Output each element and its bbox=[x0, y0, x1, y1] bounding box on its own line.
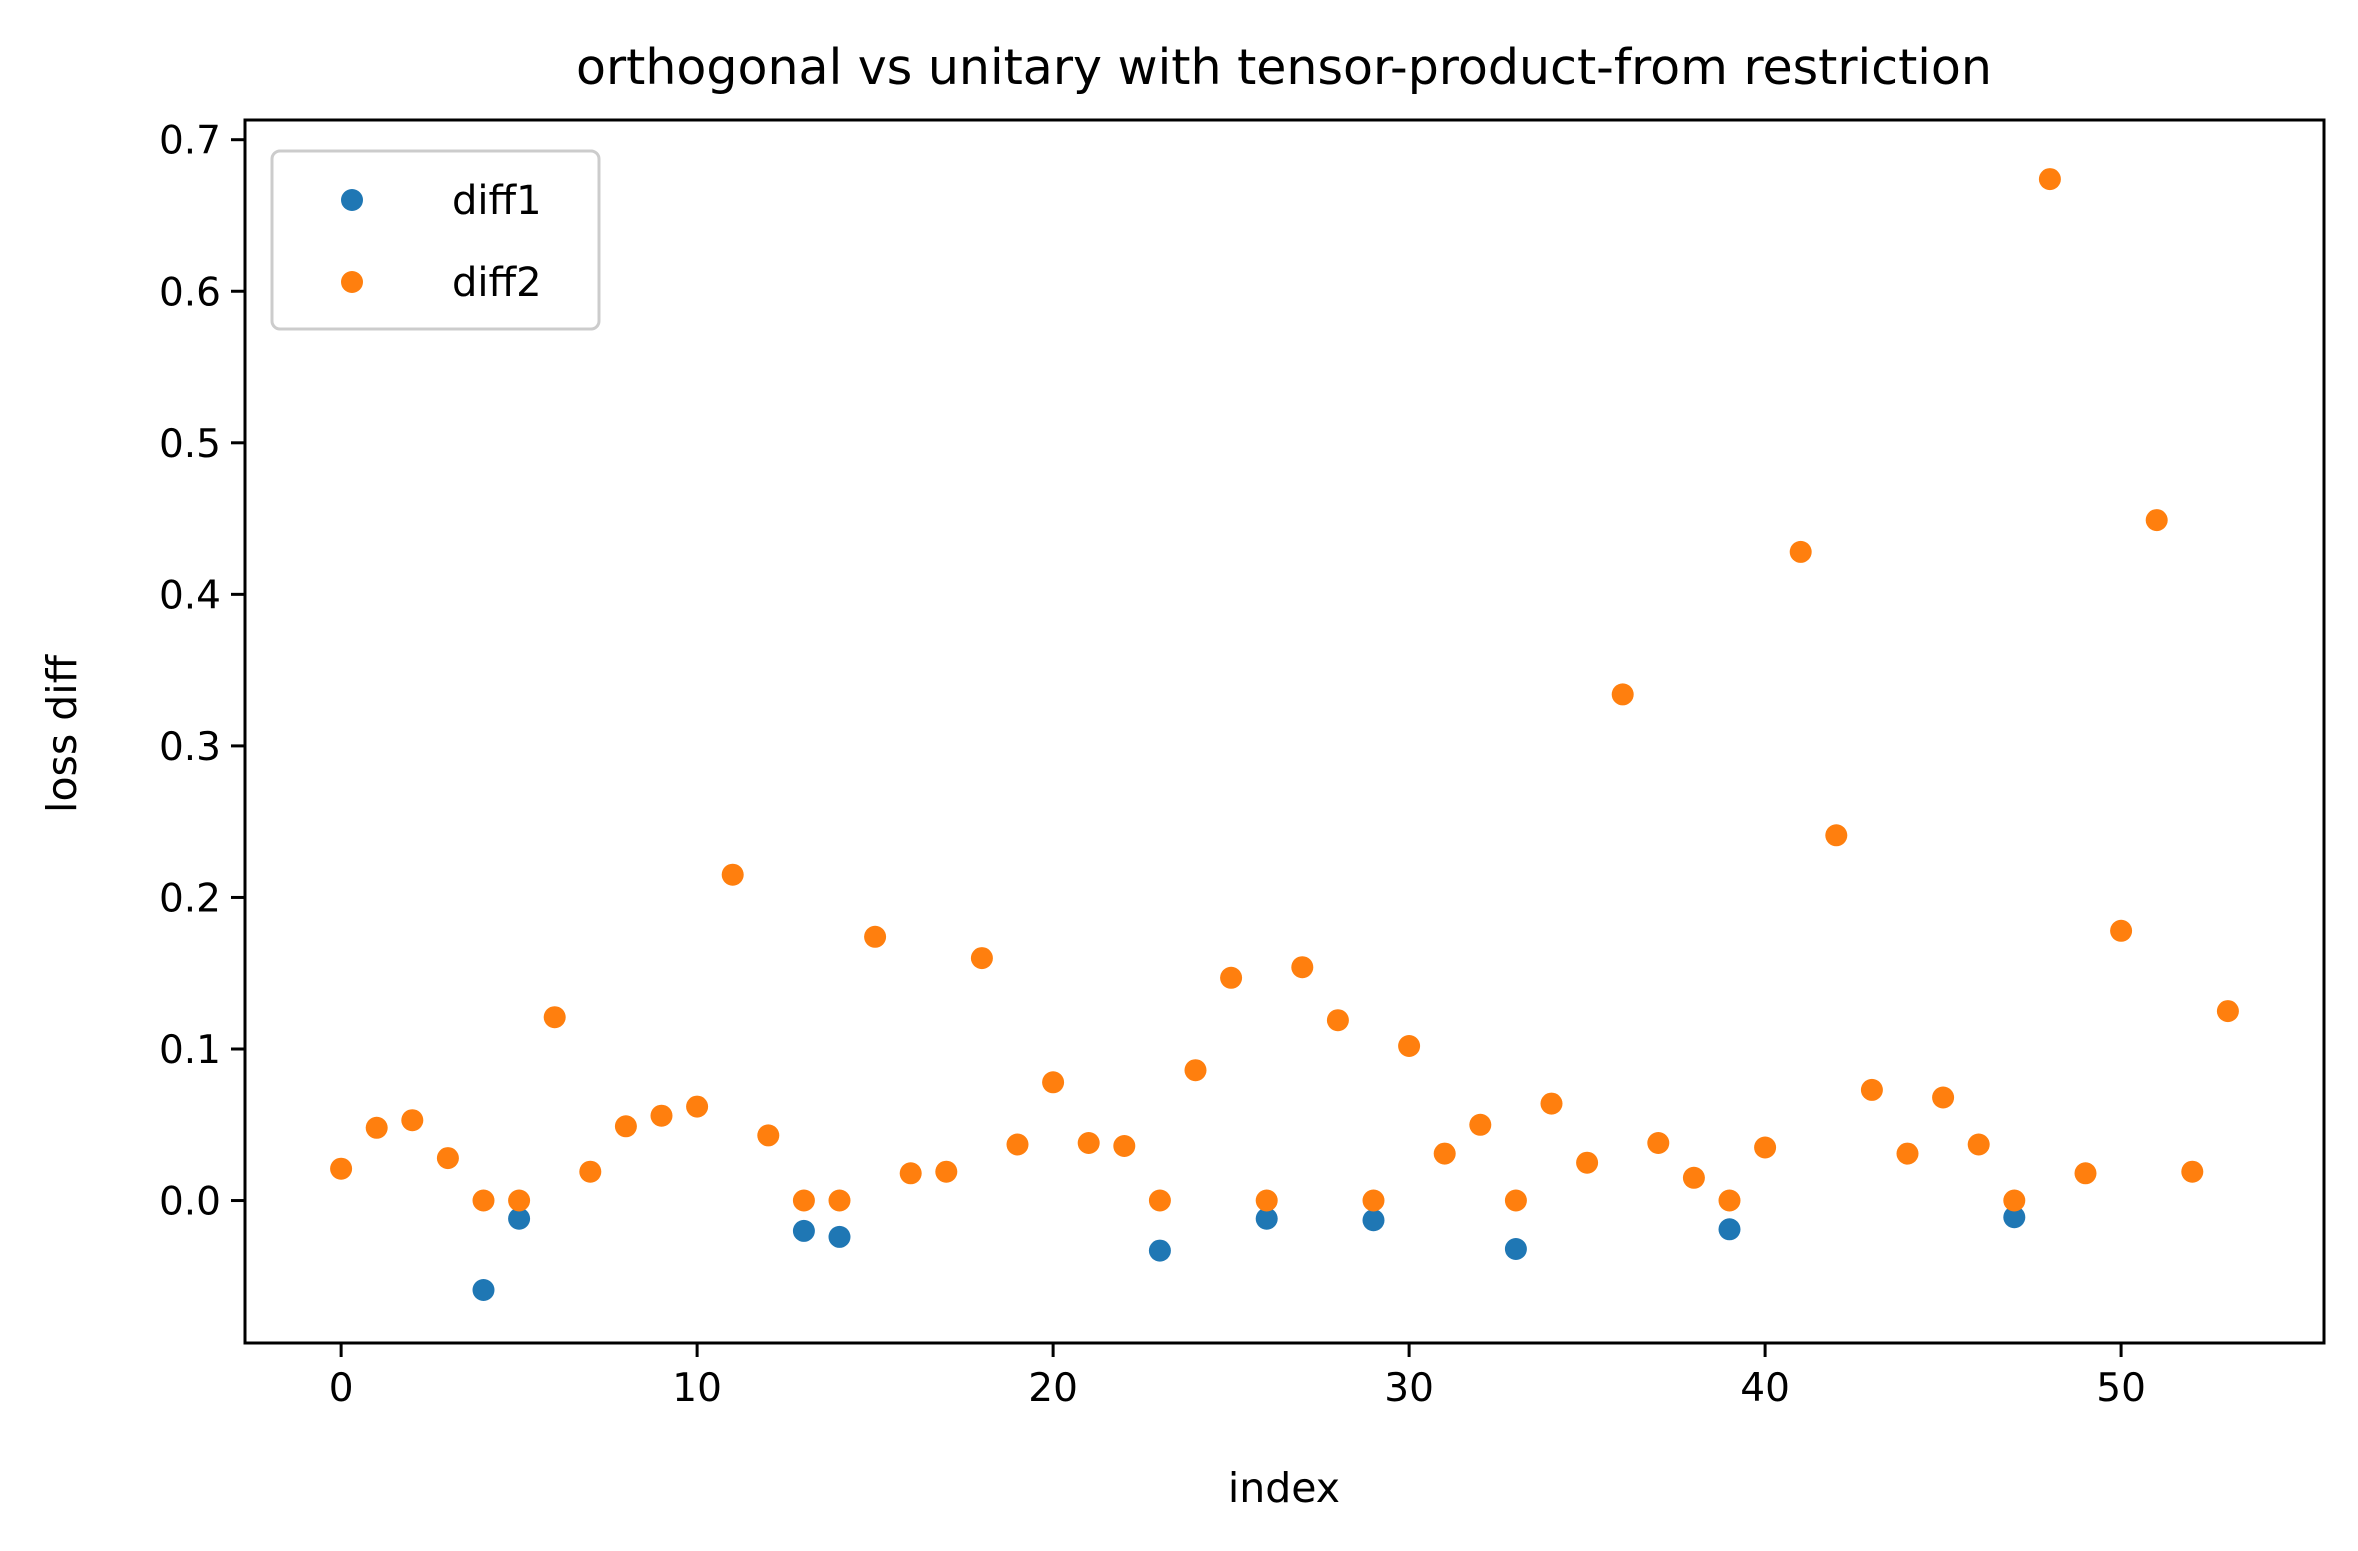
x-tick-label-3: 30 bbox=[1384, 1366, 1434, 1411]
data-point-diff2-40 bbox=[1754, 1136, 1777, 1159]
data-point-diff2-48 bbox=[2038, 168, 2061, 191]
data-point-diff2-7 bbox=[579, 1160, 602, 1183]
y-tick-label-4: 0.4 bbox=[159, 573, 221, 618]
legend: diff1 diff2 bbox=[270, 149, 601, 331]
data-point-diff1-4 bbox=[1148, 1239, 1171, 1262]
data-point-diff2-4 bbox=[472, 1189, 495, 1212]
data-point-diff2-21 bbox=[1077, 1132, 1100, 1154]
data-point-diff2-47 bbox=[2003, 1189, 2026, 1212]
data-point-diff2-27 bbox=[1291, 956, 1314, 979]
y-tick-label-0: 0.0 bbox=[159, 1180, 221, 1225]
data-point-diff1-8 bbox=[1718, 1218, 1741, 1241]
plot-frame bbox=[243, 118, 2326, 1345]
x-tick-label-2: 20 bbox=[1028, 1366, 1078, 1411]
data-point-diff2-32 bbox=[1469, 1113, 1492, 1136]
x-tick-label-1: 10 bbox=[672, 1366, 722, 1411]
data-point-diff1-5 bbox=[1255, 1207, 1278, 1230]
x-tick-label-5: 50 bbox=[2096, 1366, 2146, 1411]
data-point-diff1-9 bbox=[2003, 1206, 2026, 1229]
data-point-diff2-9 bbox=[650, 1104, 673, 1127]
y-tick-label-5: 0.5 bbox=[159, 422, 221, 467]
x-tick-label-0: 0 bbox=[329, 1366, 354, 1411]
data-point-diff2-33 bbox=[1504, 1189, 1527, 1212]
data-point-diff2-49 bbox=[2074, 1162, 2097, 1185]
y-tick-label-3: 0.3 bbox=[159, 725, 221, 770]
data-point-diff2-31 bbox=[1433, 1142, 1456, 1165]
data-point-diff2-19 bbox=[1006, 1133, 1029, 1156]
data-point-diff2-50 bbox=[2110, 919, 2133, 942]
data-point-diff2-15 bbox=[864, 925, 887, 948]
data-point-diff2-35 bbox=[1576, 1151, 1599, 1174]
data-point-diff2-45 bbox=[1932, 1086, 1955, 1109]
legend-box bbox=[270, 149, 601, 331]
chart-title: orthogonal vs unitary with tensor-produc… bbox=[576, 39, 1992, 96]
legend-label-diff2: diff2 bbox=[452, 260, 542, 306]
data-point-diff2-17 bbox=[935, 1160, 958, 1183]
data-point-diff2-42 bbox=[1825, 824, 1848, 847]
data-point-diff2-25 bbox=[1220, 966, 1243, 989]
data-point-diff2-38 bbox=[1682, 1166, 1705, 1189]
data-point-diff2-30 bbox=[1398, 1035, 1421, 1057]
data-point-diff2-26 bbox=[1255, 1189, 1278, 1212]
data-point-diff2-52 bbox=[2181, 1160, 2204, 1183]
data-point-diff2-10 bbox=[686, 1095, 709, 1118]
data-point-diff2-24 bbox=[1184, 1059, 1207, 1082]
data-point-diff2-23 bbox=[1148, 1189, 1171, 1212]
data-point-diff2-11 bbox=[721, 863, 744, 886]
data-point-diff2-5 bbox=[508, 1189, 531, 1212]
data-point-diff2-46 bbox=[1967, 1133, 1990, 1156]
data-point-diff2-2 bbox=[401, 1109, 424, 1132]
data-point-diff2-8 bbox=[614, 1115, 637, 1138]
data-point-diff2-20 bbox=[1042, 1071, 1065, 1094]
data-point-diff2-22 bbox=[1113, 1135, 1136, 1157]
data-point-diff2-44 bbox=[1896, 1142, 1919, 1165]
data-point-diff2-37 bbox=[1647, 1132, 1670, 1154]
data-point-diff1-0 bbox=[472, 1279, 495, 1301]
data-point-diff2-53 bbox=[2216, 1000, 2239, 1023]
data-point-diff2-36 bbox=[1611, 683, 1634, 706]
data-point-diff2-29 bbox=[1362, 1189, 1385, 1212]
data-point-diff2-0 bbox=[330, 1157, 353, 1180]
data-point-diff2-13 bbox=[792, 1189, 815, 1212]
data-point-diff2-1 bbox=[365, 1116, 388, 1139]
y-tick-label-2: 0.2 bbox=[159, 876, 221, 921]
data-point-diff2-3 bbox=[436, 1147, 459, 1170]
data-point-diff2-51 bbox=[2145, 509, 2168, 532]
y-tick-label-1: 0.1 bbox=[159, 1028, 221, 1073]
legend-label-diff1: diff1 bbox=[452, 178, 542, 224]
data-point-diff2-28 bbox=[1326, 1009, 1349, 1032]
y-tick-label-6: 0.6 bbox=[159, 270, 221, 315]
plot-area bbox=[330, 168, 2239, 1301]
data-point-diff2-14 bbox=[828, 1189, 851, 1212]
x-axis-label: index bbox=[1228, 1464, 1340, 1512]
data-point-diff1-2 bbox=[792, 1219, 815, 1242]
x-tick-label-4: 40 bbox=[1740, 1366, 1790, 1411]
data-point-diff1-3 bbox=[828, 1225, 851, 1248]
legend-marker-diff2 bbox=[341, 271, 363, 293]
data-point-diff2-16 bbox=[899, 1162, 922, 1185]
data-point-diff2-18 bbox=[970, 947, 993, 970]
data-point-diff1-7 bbox=[1504, 1238, 1527, 1260]
data-point-diff1-6 bbox=[1362, 1209, 1385, 1232]
data-point-diff2-41 bbox=[1789, 540, 1812, 563]
data-point-diff2-12 bbox=[757, 1124, 780, 1147]
data-point-diff2-34 bbox=[1540, 1092, 1563, 1115]
y-tick-label-7: 0.7 bbox=[159, 119, 221, 164]
data-point-diff2-39 bbox=[1718, 1189, 1741, 1212]
y-axis-label: loss diff bbox=[38, 653, 86, 813]
axes: 0 10 20 30 40 50 0.0 0.1 0.2 0.3 0.4 0.5 0.6 0.7 bbox=[159, 118, 2326, 1411]
data-point-diff1-1 bbox=[508, 1207, 531, 1230]
data-point-diff2-43 bbox=[1860, 1078, 1883, 1101]
legend-marker-diff1 bbox=[341, 189, 363, 211]
data-point-diff2-6 bbox=[543, 1006, 566, 1029]
